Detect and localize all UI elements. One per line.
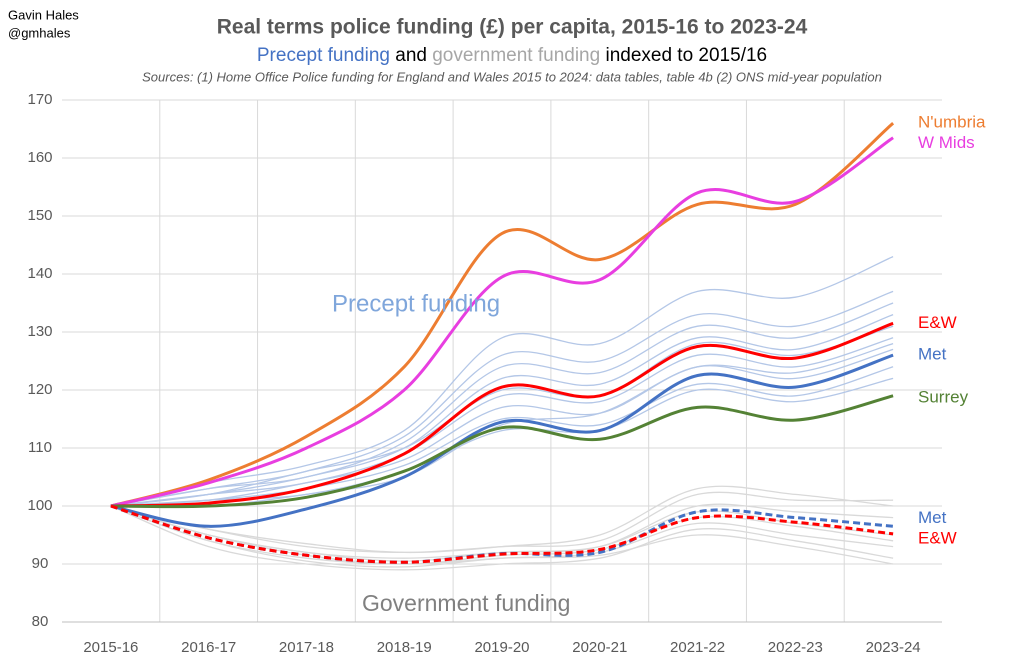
y-tick-label: 80 — [32, 613, 49, 630]
series-line — [110, 290, 894, 507]
x-tick-label: 2017-18 — [279, 639, 334, 656]
y-tick-label: 160 — [27, 149, 52, 166]
handle: @gmhales — [8, 25, 71, 40]
series-label: Met — [918, 345, 947, 364]
series-line — [110, 255, 894, 507]
annotation: Precept funding — [332, 290, 500, 317]
x-tick-label: 2021-22 — [670, 639, 725, 656]
series-line — [110, 504, 894, 564]
y-tick-label: 110 — [28, 439, 52, 456]
series-line — [110, 337, 894, 507]
series-line — [110, 302, 894, 507]
chart-subtitle: Precept funding and government funding i… — [257, 45, 767, 66]
chart-title: Real terms police funding (£) per capita… — [217, 16, 808, 39]
series-line — [110, 505, 894, 571]
y-tick-label: 150 — [27, 207, 52, 224]
source-note: Sources: (1) Home Office Police funding … — [142, 69, 882, 84]
x-tick-label: 2018-19 — [377, 639, 432, 656]
x-tick-label: 2019-20 — [474, 639, 529, 656]
series-label: E&W — [918, 313, 957, 332]
x-tick-label: 2023-24 — [866, 639, 921, 656]
series-line — [110, 321, 894, 508]
series-line — [110, 325, 894, 507]
subtitle-part: and — [395, 45, 427, 66]
series-label: W Mids — [918, 133, 975, 152]
series-label: E&W — [918, 528, 957, 547]
series-line — [110, 122, 895, 508]
series-line — [110, 505, 894, 568]
x-tick-label: 2022-23 — [768, 639, 823, 656]
y-tick-label: 140 — [27, 265, 52, 282]
x-tick-label: 2015-16 — [83, 639, 138, 656]
y-tick-label: 90 — [32, 555, 49, 572]
series-line — [110, 313, 894, 507]
x-tick-label: 2016-17 — [181, 639, 236, 656]
series-label: Surrey — [918, 387, 969, 406]
y-tick-label: 120 — [27, 381, 52, 398]
series-line — [110, 136, 894, 508]
series-line — [110, 366, 894, 507]
series-line — [110, 353, 894, 528]
author: Gavin Hales — [8, 7, 79, 22]
subtitle-part: government funding — [432, 45, 600, 66]
series-label: Met — [918, 508, 947, 527]
series-line — [110, 485, 894, 554]
annotation: Government funding — [362, 590, 570, 616]
x-tick-label: 2020-21 — [572, 639, 627, 656]
subtitle-part: Precept funding — [257, 45, 390, 66]
y-tick-label: 100 — [27, 497, 52, 514]
series-line — [110, 348, 894, 507]
series-label: N'umbria — [918, 113, 986, 132]
y-tick-label: 170 — [27, 91, 52, 108]
subtitle-part: indexed to 2015/16 — [605, 45, 767, 66]
y-tick-label: 130 — [27, 323, 52, 340]
series-line — [110, 394, 894, 509]
